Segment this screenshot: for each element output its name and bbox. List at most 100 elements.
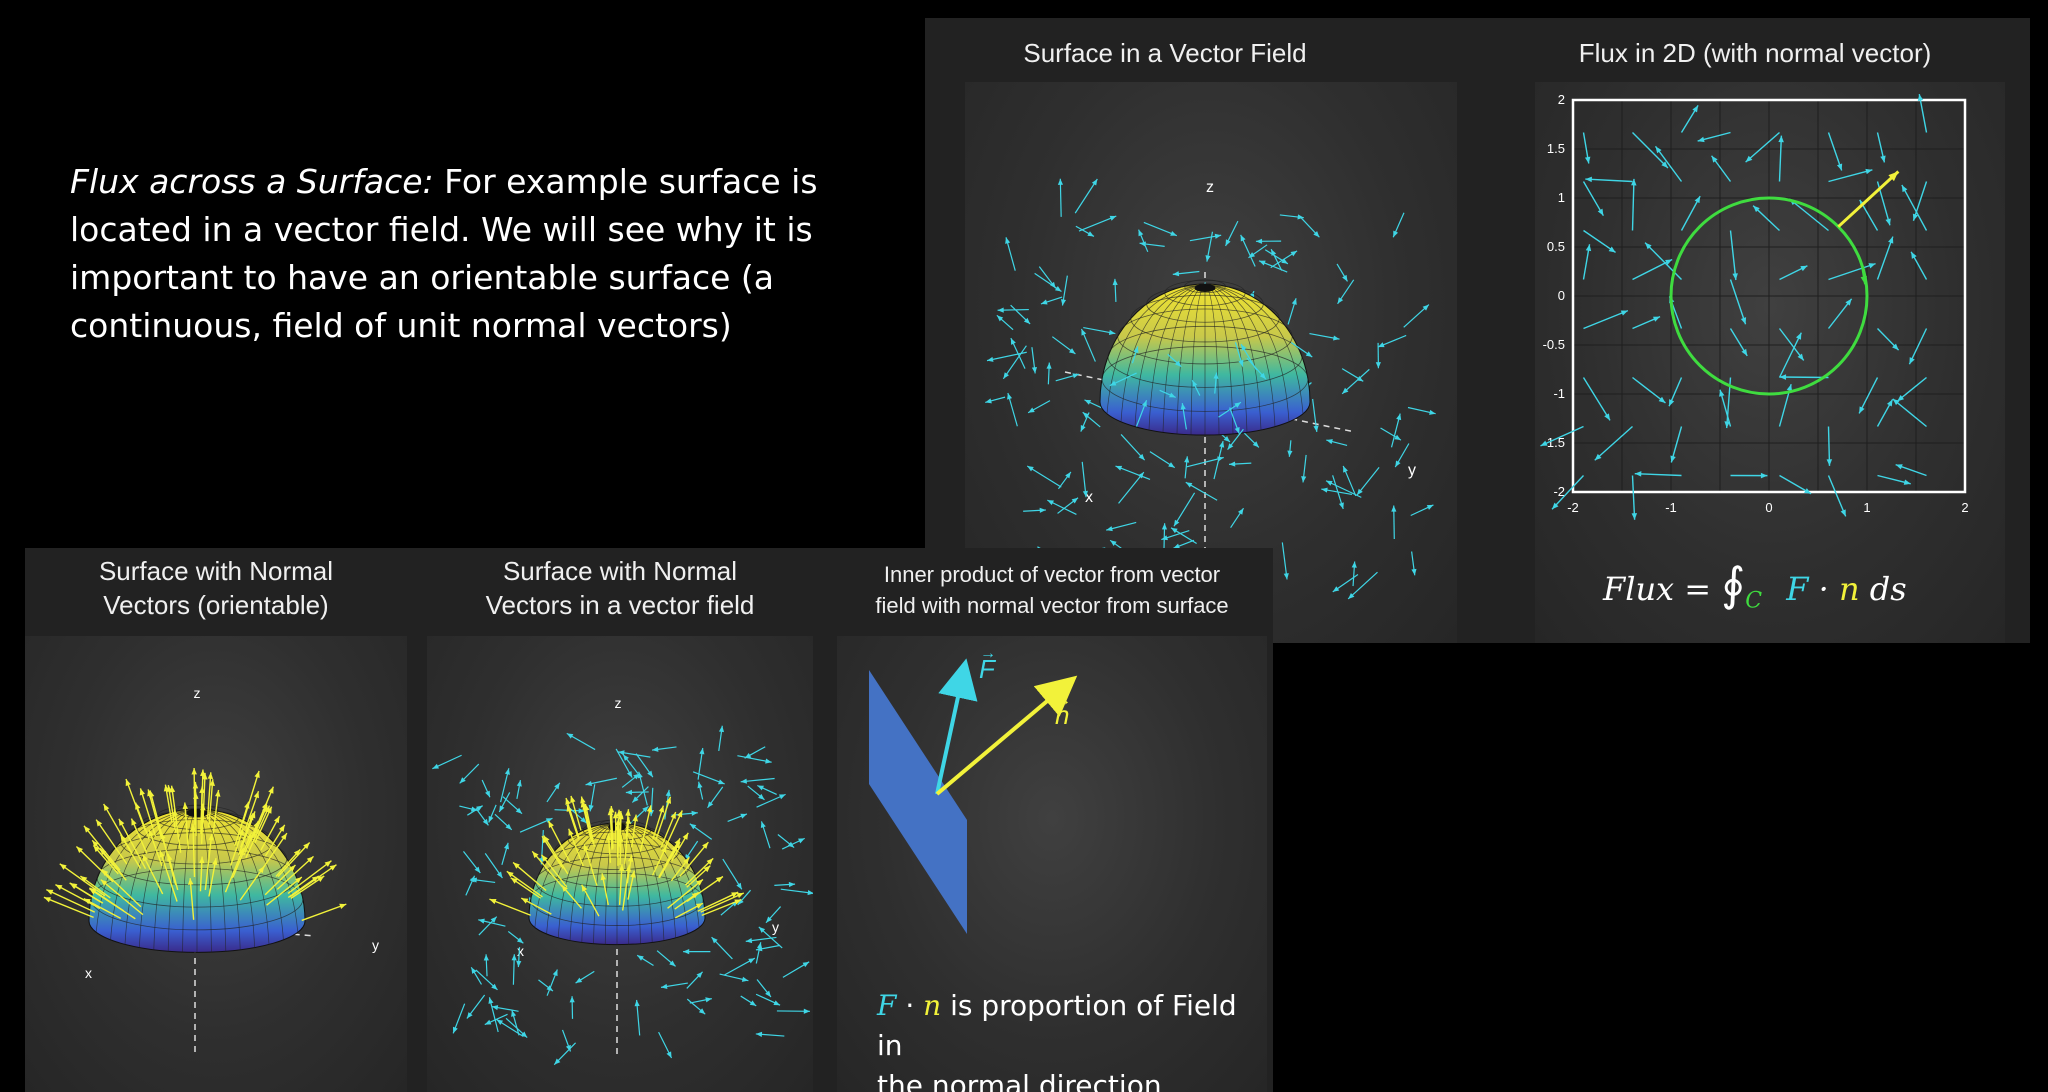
field-arrow-head [1040,299,1048,305]
field-arrow-head [1023,317,1031,324]
field-arrow [1876,328,1900,351]
field-arrow-head [1719,389,1725,397]
field-arrow [566,732,596,751]
field-arrow-head [484,1019,492,1025]
field-arrow [1858,377,1879,414]
field-arrow [1248,244,1268,259]
field-arrow-head [1845,298,1852,306]
field-arrow-head [1885,218,1891,226]
field-arrow [737,755,772,764]
field-arrow-head [1291,298,1297,305]
field-arrow [1392,212,1405,238]
formula-n: n [1838,570,1860,608]
normal-arrow-head [166,785,173,793]
normal-arrow-head [614,824,621,831]
normal-arrow [608,805,615,849]
normal-arrow-shaft [43,896,94,919]
field-arrow-shaft [1115,465,1151,480]
normal-arrow-shaft [621,864,631,911]
field-arrow [1173,539,1195,549]
field-arrow-head [986,356,994,362]
normal-arrow-head [716,876,723,883]
board-normals: z x y [25,636,407,1092]
normal-arrow-head [46,889,54,895]
normal-arrow [199,856,205,892]
field-arrow [1729,230,1738,281]
field-arrow-head [1313,425,1319,432]
normal-arrow-shaft [232,832,253,879]
field-arrow [656,950,676,967]
field-arrow [459,763,480,784]
normal-arrow-shaft [59,863,106,897]
field-arrow [505,1017,528,1038]
field-arrow-shaft [1186,456,1224,468]
n-vector-label: n [1055,700,1069,730]
normal-arrow-shaft [75,845,114,883]
normal-arrow-head [238,828,244,836]
field-arrow [996,314,1014,331]
field-arrow-head [585,780,593,787]
field-arrow [1341,368,1364,382]
field-arrow-head [520,1031,528,1038]
normal-arrow-shaft [609,808,613,850]
normal-arrow [191,767,197,825]
field-arrow-head [1745,155,1753,163]
field-arrow [719,973,749,982]
field-arrow-head [1797,353,1804,361]
field-arrow [1551,475,1585,510]
field-arrow-head [1786,384,1793,392]
field-arrow-head [1169,392,1176,398]
field-arrow-head [744,752,752,759]
field-arrow-head [485,790,490,798]
field-arrow [780,888,813,896]
normal-arrow-shaft [206,772,212,820]
field-arrow-head [803,1008,810,1014]
field-arrow [697,781,704,800]
field-arrow [1159,389,1176,398]
field-arrow [1752,205,1780,232]
dome-meridian [569,822,618,941]
normal-arrow [639,805,653,852]
normal-arrow [206,772,214,820]
normal-arrow [260,815,281,851]
normal-arrow [190,824,196,878]
field-arrow [718,725,725,752]
field-arrow-head [669,960,676,967]
field-arrow [727,813,748,823]
field-arrow [1074,178,1098,214]
normal-arrow-shaft [147,789,163,840]
normal-arrow-head [295,877,302,884]
normal-arrow-head [248,813,254,821]
normal-arrow-shaft [261,832,288,870]
field-arrow-shaft [1632,258,1673,281]
field-arrow-shaft [1594,425,1633,461]
field-arrow-head [765,758,772,764]
field-arrow-head [1068,348,1076,354]
normal-arrow-shaft [159,850,178,902]
field-arrow-head [1669,399,1675,407]
normal-arrow [520,897,552,915]
field-arrow-head [1393,230,1399,238]
field-arrow [1326,439,1348,447]
normal-arrow [187,878,195,920]
field-arrow-head [765,990,771,998]
normal-arrow-shaft [679,841,709,877]
normal-arrow [275,848,301,877]
field-arrow-head [1184,456,1190,463]
field-arrow-shaft [1827,475,1847,517]
normal-arrow [230,828,244,866]
normal-arrow-head [99,848,107,856]
dome-meridian [616,822,688,934]
normal-arrow-shaft [506,870,543,898]
field-arrow [1112,278,1118,302]
field-arrow [1279,214,1304,220]
field-arrow [1046,362,1052,385]
field-arrow-head [1840,509,1846,517]
normal-arrow-head [510,877,518,884]
normal-arrow [686,875,724,903]
field-arrow-head [996,315,1004,322]
field-arrow-head [499,805,505,812]
field-arrow-head [707,801,714,808]
field-arrow-head [755,946,763,952]
field-arrow [1167,353,1182,368]
